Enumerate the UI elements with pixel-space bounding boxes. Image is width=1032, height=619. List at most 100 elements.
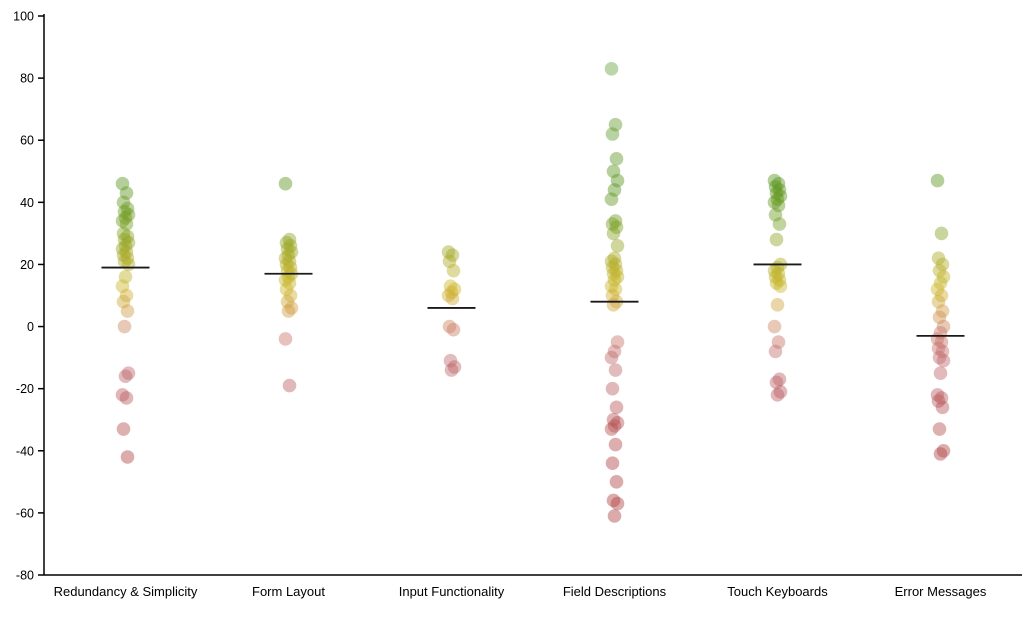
- data-point: [935, 400, 950, 415]
- data-point: [610, 173, 625, 188]
- data-point: [119, 217, 134, 231]
- data-point: [443, 353, 458, 368]
- data-point: [932, 350, 947, 365]
- data-point: [608, 214, 623, 228]
- data-point: [281, 248, 296, 262]
- data-point: [767, 173, 782, 188]
- data-point: [443, 279, 458, 293]
- data-point: [604, 192, 619, 207]
- data-point: [608, 257, 623, 272]
- data-point: [773, 384, 788, 399]
- data-point: [115, 242, 130, 256]
- data-point: [770, 298, 785, 312]
- data-point: [931, 394, 946, 408]
- data-point: [936, 353, 951, 368]
- data-point: [610, 239, 625, 253]
- data-point: [936, 443, 951, 458]
- data-point: [932, 422, 947, 436]
- data-point: [769, 232, 784, 247]
- data-point: [609, 400, 624, 415]
- x-category-label: Touch Keyboards: [727, 584, 828, 599]
- data-point: [119, 245, 134, 259]
- data-point: [447, 360, 462, 374]
- data-point: [447, 282, 462, 297]
- data-point: [120, 251, 135, 266]
- data-point: [609, 220, 624, 234]
- data-point: [605, 127, 620, 141]
- data-point: [768, 207, 783, 222]
- data-point: [116, 226, 131, 241]
- data-point: [604, 422, 619, 436]
- data-point: [606, 266, 621, 281]
- data-point: [773, 189, 788, 203]
- data-point: [606, 412, 621, 427]
- x-category-label: Error Messages: [895, 584, 987, 599]
- y-tick-label: 20: [20, 258, 34, 272]
- data-point: [445, 291, 460, 306]
- x-category-label: Form Layout: [252, 584, 325, 599]
- data-point: [767, 195, 782, 210]
- data-point: [770, 192, 785, 207]
- y-tick-label: 80: [20, 72, 34, 86]
- data-point: [607, 344, 622, 359]
- data-point: [608, 117, 623, 132]
- data-point: [771, 176, 786, 191]
- data-point: [609, 475, 624, 489]
- data-point: [279, 257, 294, 272]
- data-point: [115, 279, 130, 293]
- data-point: [446, 263, 461, 278]
- data-point: [934, 391, 949, 405]
- data-point: [606, 226, 621, 241]
- data-point: [281, 304, 296, 318]
- data-point: [605, 260, 620, 275]
- data-point: [115, 214, 130, 228]
- data-point: [282, 276, 297, 290]
- data-point: [610, 270, 625, 284]
- data-point: [119, 391, 134, 405]
- data-point: [282, 378, 297, 393]
- data-point: [770, 388, 785, 402]
- data-point: [280, 294, 295, 309]
- data-point: [279, 282, 294, 297]
- data-point: [933, 276, 948, 290]
- data-point: [606, 164, 621, 179]
- data-point: [606, 493, 621, 508]
- data-point: [773, 279, 788, 293]
- data-point: [117, 254, 132, 269]
- data-point: [768, 180, 783, 194]
- data-point: [606, 298, 621, 312]
- data-point: [444, 363, 459, 377]
- data-point: [767, 263, 782, 278]
- data-point: [932, 310, 947, 325]
- data-point: [604, 350, 619, 365]
- data-point: [771, 335, 786, 349]
- data-point: [278, 251, 293, 266]
- data-point: [605, 288, 620, 303]
- data-point: [119, 288, 134, 303]
- data-point: [282, 232, 297, 247]
- data-point: [934, 226, 949, 241]
- data-point: [936, 319, 951, 334]
- data-point: [117, 232, 132, 247]
- data-point: [605, 217, 620, 231]
- data-point: [283, 239, 298, 253]
- data-point: [116, 294, 131, 309]
- data-point: [932, 263, 947, 278]
- data-point: [605, 456, 620, 471]
- data-point: [120, 304, 135, 318]
- data-point: [119, 186, 134, 200]
- y-tick-label: -20: [16, 382, 34, 396]
- data-point: [610, 335, 625, 349]
- data-point: [120, 229, 135, 244]
- data-point: [768, 344, 783, 359]
- y-tick-label: 40: [20, 196, 34, 210]
- data-point: [444, 285, 459, 300]
- data-point: [118, 211, 133, 225]
- data-point: [930, 388, 945, 402]
- data-point: [116, 422, 131, 436]
- data-point: [772, 217, 787, 231]
- y-tick-label: 0: [27, 320, 34, 334]
- data-point: [118, 239, 133, 253]
- data-point: [605, 381, 620, 396]
